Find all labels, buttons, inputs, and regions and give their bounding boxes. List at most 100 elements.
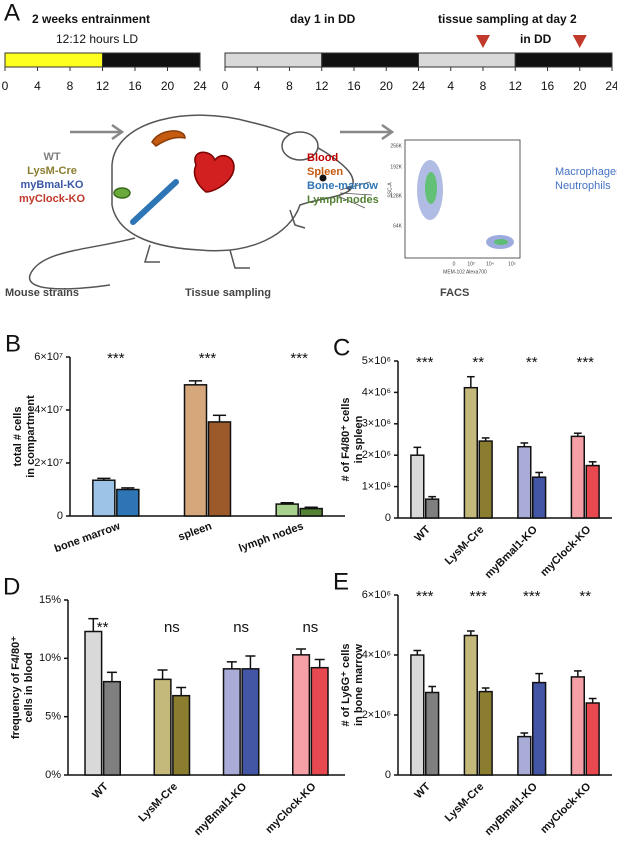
- bar: [585, 702, 600, 776]
- entrainment-title: 2 weeks entrainment: [32, 12, 150, 26]
- y-tick-label: 2×10⁷: [34, 457, 63, 469]
- tick-label: 16: [347, 79, 361, 93]
- tick-label: 8: [67, 79, 74, 93]
- bar: [532, 476, 547, 519]
- day1-title: day 1 in DD: [290, 12, 356, 26]
- bar: [84, 630, 103, 776]
- x-tick-label: LysM-Cre: [136, 781, 180, 825]
- y-axis-label: cells in blood: [23, 652, 35, 722]
- facs-y-tick: 128K: [390, 193, 402, 199]
- x-tick-label: myClock-KO: [263, 780, 318, 835]
- bar: [116, 488, 140, 517]
- facs-y-label: SSC-A: [387, 182, 393, 198]
- facs-y-tick: 64K: [393, 223, 403, 229]
- tick-label: 4: [447, 79, 454, 93]
- light-phase: [224, 52, 323, 68]
- x-tick-label: myBmal1-KO: [192, 780, 250, 838]
- tick-label: 20: [380, 79, 394, 93]
- significance: ns: [302, 619, 318, 636]
- bar: [222, 668, 241, 776]
- x-tick-label: spleen: [177, 520, 214, 543]
- panel-letter: A: [4, 0, 20, 26]
- tick-label: 24: [605, 79, 617, 93]
- y-axis-label: # of F4/80⁺ cells: [340, 397, 352, 481]
- y-tick-label: 2×10⁶: [362, 449, 391, 461]
- bar: [275, 503, 299, 517]
- tick-label: 16: [128, 79, 142, 93]
- x-tick-label: lymph nodes: [237, 520, 305, 554]
- x-tick-label: myBmal1-KO: [483, 780, 541, 838]
- light-phase: [418, 52, 516, 68]
- tissue-label: Blood: [307, 152, 338, 164]
- x-tick-label: WT: [90, 780, 111, 801]
- significance: ***: [290, 350, 308, 367]
- x-tick-label: WT: [412, 780, 433, 801]
- arrows: [70, 123, 395, 141]
- facs-y-tick: 256K: [390, 143, 402, 149]
- facs-x-tick: 0: [453, 261, 456, 267]
- bar: [570, 676, 585, 776]
- x-tick-label: WT: [412, 523, 433, 544]
- significance: ***: [469, 588, 487, 605]
- tick-label: 24: [193, 79, 207, 93]
- tick-label: 0: [222, 79, 229, 93]
- bar: [425, 498, 440, 519]
- facs-y-tick: 192K: [390, 164, 402, 170]
- y-axis-label: total # cells: [12, 407, 24, 467]
- bar: [478, 690, 493, 776]
- significance: ***: [523, 588, 541, 605]
- caption: Mouse strains: [5, 287, 79, 299]
- y-tick-label: 5×10⁶: [362, 355, 391, 367]
- panel-letter: B: [5, 330, 21, 357]
- x-tick-label: LysM-Cre: [443, 781, 487, 825]
- strain-label: myClock-KO: [19, 193, 85, 205]
- bar: [172, 694, 191, 776]
- y-tick-label: 6×10⁷: [34, 351, 63, 363]
- facs-x-label: MEM-102 Alexa700: [443, 269, 487, 275]
- y-tick-label: 4×10⁷: [34, 404, 63, 416]
- strain-label: WT: [43, 151, 60, 163]
- y-tick-label: 15%: [39, 594, 61, 606]
- tick-label: 16: [541, 79, 555, 93]
- panel-letter: D: [3, 573, 20, 600]
- strain-label: LysM-Cre: [27, 165, 77, 177]
- bar: [478, 440, 493, 519]
- tissue-label: Bone-marrow: [307, 180, 378, 192]
- y-tick-label: 10%: [39, 652, 61, 664]
- facs-x-tick: 10⁵: [508, 261, 516, 267]
- tick-label: 4: [34, 79, 41, 93]
- facs-x-tick: 10³: [467, 261, 475, 267]
- tissue-label: Spleen: [307, 166, 343, 178]
- x-tick-label: myClock-KO: [538, 780, 593, 835]
- bar: [425, 691, 440, 776]
- bar: [532, 681, 547, 776]
- facs-plot: [404, 139, 521, 259]
- x-tick-label: bone marrow: [53, 520, 122, 555]
- light-phase: [102, 52, 201, 68]
- y-tick-label: 4×10⁶: [362, 386, 391, 398]
- y-tick-label: 2×10⁶: [362, 709, 391, 721]
- mouse-illustration: [28, 114, 373, 290]
- bar: [517, 445, 532, 519]
- light-phase: [514, 52, 613, 68]
- significance: ***: [107, 350, 125, 367]
- significance: **: [526, 354, 538, 371]
- x-tick-label: LysM-Cre: [443, 524, 487, 568]
- y-tick-label: 0%: [45, 769, 61, 781]
- significance: ns: [164, 619, 180, 636]
- tick-label: 12: [509, 79, 523, 93]
- tick-label: 8: [286, 79, 293, 93]
- y-tick-label: 3×10⁶: [362, 418, 391, 430]
- y-tick-label: 6×10⁶: [362, 589, 391, 601]
- sampling-subtitle: in DD: [520, 32, 552, 46]
- tick-label: 0: [2, 79, 9, 93]
- significance: **: [472, 354, 484, 371]
- strain-label: myBmal-KO: [21, 179, 84, 191]
- panel-letter: E: [333, 568, 349, 595]
- tick-label: 20: [573, 79, 587, 93]
- entrainment-subtitle: 12:12 hours LD: [56, 32, 138, 46]
- bar: [299, 507, 323, 517]
- y-tick-label: 0: [57, 510, 63, 522]
- tick-label: 24: [412, 79, 426, 93]
